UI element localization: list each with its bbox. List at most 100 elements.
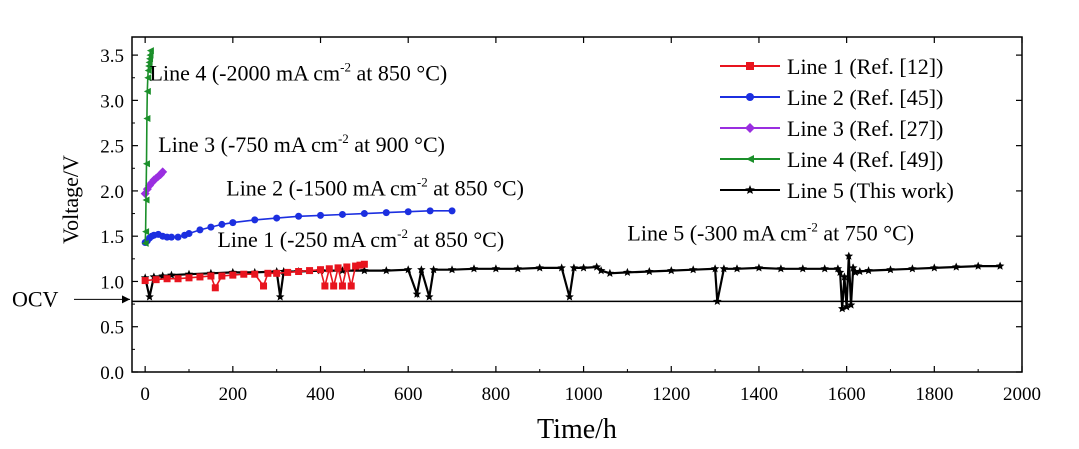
series-5-point bbox=[447, 265, 457, 274]
series-1-point bbox=[360, 260, 368, 268]
series-1-point bbox=[141, 277, 149, 285]
series-3-point bbox=[158, 167, 168, 177]
series-5-point bbox=[851, 267, 860, 276]
series-2-point bbox=[295, 212, 303, 220]
series-4-point bbox=[144, 67, 152, 74]
series-2-point bbox=[448, 207, 456, 215]
series-5-point bbox=[864, 266, 873, 275]
data-series bbox=[140, 47, 1005, 313]
legend-swatch-marker bbox=[745, 123, 755, 133]
series-5-point bbox=[579, 263, 588, 272]
series-5-point bbox=[158, 271, 167, 280]
series-5-point bbox=[820, 264, 829, 273]
series-2-point bbox=[317, 211, 325, 219]
series-3 bbox=[140, 167, 168, 199]
series-5-point bbox=[382, 266, 391, 275]
series-5-point bbox=[846, 300, 856, 309]
series-5-point bbox=[667, 266, 676, 275]
x-tick-label: 0 bbox=[140, 384, 150, 405]
ocv-arrow-head bbox=[122, 295, 130, 304]
series-1-point bbox=[325, 265, 333, 273]
series-5-point bbox=[995, 261, 1005, 270]
series-1-point bbox=[356, 261, 364, 269]
x-tick-label: 1000 bbox=[565, 384, 603, 405]
y-tick-label: 3.0 bbox=[100, 91, 124, 112]
series-5-point bbox=[623, 267, 632, 276]
series-1-point bbox=[273, 269, 281, 277]
series-2-point bbox=[185, 229, 193, 237]
series-1-point bbox=[260, 282, 268, 290]
legend-swatch-marker bbox=[746, 93, 754, 101]
series-1-point bbox=[295, 268, 303, 275]
series-2-point bbox=[218, 220, 226, 228]
series-1-point bbox=[163, 275, 171, 283]
x-tick-label: 2000 bbox=[1003, 384, 1041, 405]
x-tick-label: 400 bbox=[306, 384, 335, 405]
series-5 bbox=[140, 251, 1005, 313]
series-4-point bbox=[142, 228, 150, 236]
series-1-point bbox=[338, 282, 346, 290]
series-2-point bbox=[229, 219, 237, 227]
series-5-point bbox=[469, 264, 479, 273]
series-4-point bbox=[142, 160, 150, 168]
series-2-point bbox=[360, 210, 368, 218]
series-4-point bbox=[143, 87, 151, 95]
y-tick-label: 0.0 bbox=[100, 363, 124, 384]
y-tick-label: 3.5 bbox=[100, 46, 124, 67]
series-1-point bbox=[321, 282, 329, 290]
series-2-point bbox=[404, 208, 412, 216]
series-5-point bbox=[403, 265, 413, 274]
series-2-point bbox=[382, 209, 390, 217]
x-axis-title: Time/h bbox=[537, 414, 617, 445]
series-1-point bbox=[251, 270, 259, 278]
series-5-point bbox=[592, 262, 601, 271]
series-4-point bbox=[144, 74, 152, 82]
series-4-point bbox=[146, 47, 154, 55]
series-5-point bbox=[275, 292, 285, 301]
legend-label: Line 4 (Ref. [49]) bbox=[787, 147, 943, 172]
annotation-line4: Line 4 (-2000 mA cm-2 at 850 °C) bbox=[150, 59, 448, 85]
series-1-point bbox=[174, 275, 182, 283]
series-5-point bbox=[425, 292, 434, 301]
series-1-point bbox=[229, 271, 237, 279]
annotation-line1: Line 1 (-250 mA cm-2 at 850 °C) bbox=[217, 226, 504, 252]
series-5-point bbox=[688, 265, 698, 274]
x-tick-label: 1200 bbox=[652, 384, 690, 405]
series-5-point bbox=[930, 263, 939, 272]
x-tick-label: 1800 bbox=[915, 384, 953, 405]
series-5-point bbox=[710, 264, 720, 273]
axes: 0 200 400 600 800 1000 1200 1400 1600 1800 2000 0.0… bbox=[100, 37, 1041, 405]
series-2 bbox=[141, 207, 456, 247]
series-1-point bbox=[343, 263, 351, 271]
series-1-point bbox=[240, 270, 248, 278]
series-5-point bbox=[412, 289, 422, 298]
y-tick-label: 0.5 bbox=[100, 318, 124, 339]
series-5-point bbox=[952, 262, 961, 271]
series-5-point bbox=[557, 263, 566, 272]
series-5-point bbox=[842, 302, 851, 311]
series-4 bbox=[141, 47, 154, 247]
legend-label: Line 5 (This work) bbox=[787, 178, 954, 203]
series-5-point bbox=[713, 296, 722, 305]
series-2-point bbox=[426, 207, 434, 215]
annotations: Line 4 (-2000 mA cm-2 at 850 °C) Line 3 (… bbox=[150, 59, 915, 252]
series-2-point bbox=[251, 216, 259, 224]
series-5-point bbox=[184, 269, 194, 278]
series-5-point bbox=[145, 292, 154, 301]
series-5-point bbox=[844, 251, 854, 260]
series-4-point bbox=[142, 196, 150, 204]
series-2-point bbox=[273, 214, 281, 222]
annotation-line2: Line 2 (-1500 mA cm-2 at 850 °C) bbox=[226, 174, 524, 200]
series-2-point bbox=[196, 226, 204, 234]
y-axis-title: Voltage/V bbox=[58, 155, 83, 244]
series-1-point bbox=[196, 273, 204, 281]
series-5-point bbox=[491, 264, 501, 273]
series-4-point bbox=[141, 239, 149, 247]
series-2-point bbox=[174, 233, 182, 241]
series-5-point bbox=[417, 265, 426, 274]
series-5-point bbox=[565, 292, 574, 301]
series-1-point bbox=[207, 272, 215, 280]
series-1-point bbox=[218, 272, 226, 280]
series-4-point bbox=[143, 114, 151, 122]
